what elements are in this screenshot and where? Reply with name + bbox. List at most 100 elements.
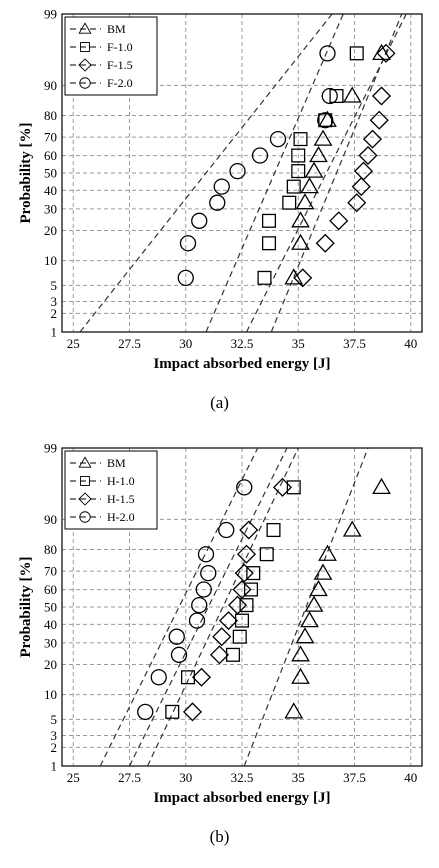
legend-marker (79, 77, 91, 89)
y-tick-label: 30 (44, 201, 57, 216)
legend-box (64, 16, 158, 96)
data-point-diamond (182, 702, 203, 722)
data-point-square (261, 236, 277, 251)
data-point-triangle (284, 268, 304, 285)
x-tick-label: 32.5 (231, 336, 254, 351)
data-point-triangle (372, 477, 391, 494)
data-point-square (165, 704, 180, 719)
data-point-square (257, 270, 272, 285)
data-point-triangle (313, 563, 333, 580)
data-point-square (282, 195, 297, 210)
data-point-triangle (284, 702, 304, 719)
y-tick-label: 3 (51, 728, 58, 743)
data-point-square (261, 213, 277, 228)
y-tick-label: 70 (44, 564, 57, 579)
y-tick-label: 60 (44, 148, 57, 163)
legend-label: H-2.0 (107, 510, 135, 524)
fit-line (205, 14, 344, 332)
data-point-circle (170, 646, 188, 663)
plot-frame (61, 447, 423, 767)
data-point-square (225, 647, 241, 662)
data-point-triangle (300, 177, 319, 194)
data-point-square (243, 582, 259, 597)
y-tick-label: 90 (44, 512, 57, 527)
data-point-triangle (304, 161, 324, 178)
data-point-diamond (329, 211, 349, 231)
data-point-square (259, 547, 274, 562)
x-tick-label: 30 (179, 770, 192, 785)
data-point-circle (321, 87, 338, 105)
data-point-diamond (272, 477, 293, 497)
y-tick-label: 99 (44, 7, 57, 22)
data-point-square (286, 179, 301, 194)
y-tick-label: 2 (51, 740, 58, 755)
legend-marker (78, 456, 92, 468)
data-point-triangle (300, 611, 319, 628)
data-point-diamond (234, 563, 254, 583)
legend-label: BM (107, 456, 126, 470)
data-point-circle (177, 269, 194, 287)
data-point-circle (195, 581, 212, 598)
y-tick-label: 50 (44, 600, 57, 615)
data-point-diamond (218, 611, 239, 631)
data-point-triangle (295, 627, 315, 644)
data-point-circle (191, 212, 208, 229)
legend-label: F-1.0 (107, 40, 133, 54)
y-tick-label: 10 (44, 687, 57, 702)
data-point-circle (200, 564, 217, 582)
y-tick-label: 1 (51, 759, 58, 774)
data-point-square (180, 670, 196, 685)
fit-line (99, 448, 259, 766)
fit-line (128, 448, 288, 766)
data-point-square (234, 613, 250, 628)
data-point-diamond (362, 129, 383, 149)
data-point-triangle (295, 193, 315, 210)
legend-box (64, 450, 158, 530)
fit-line (270, 14, 403, 332)
data-point-circle (251, 147, 269, 164)
legend-marker (78, 58, 92, 72)
data-point-circle (168, 628, 185, 645)
data-point-square (291, 148, 306, 163)
data-point-triangle (291, 211, 310, 228)
y-axis-label: Probability [%] (18, 123, 34, 224)
data-point-diamond (232, 579, 252, 600)
data-point-diamond (371, 86, 392, 106)
y-tick-label: 20 (44, 223, 57, 238)
x-tick-label: 37.5 (343, 336, 366, 351)
x-tick-label: 35 (292, 336, 305, 351)
legend-label: BM (107, 22, 126, 36)
chart-b-svg: 25 27.5 30 32.5 35 37.5 4012351020304050607080… (18, 441, 423, 846)
legend: BM F-1.0 F-1.5 F-2.0 (64, 16, 158, 96)
data-point-triangle (372, 43, 391, 60)
data-point-triangle (313, 129, 333, 146)
data-point-triangle (291, 667, 310, 684)
x-tick-label: 25 (67, 770, 80, 785)
data-point-circle (191, 596, 208, 614)
data-point-square (318, 113, 333, 128)
data-point-diamond (315, 233, 335, 253)
legend-marker (80, 476, 90, 486)
plot-frame (61, 13, 423, 333)
data-point-circle (197, 546, 215, 563)
y-tick-label: 90 (44, 78, 57, 93)
x-tick-label: 35 (292, 770, 305, 785)
data-point-square (349, 46, 364, 61)
data-point-circle (137, 703, 154, 721)
legend-label: H-1.5 (107, 492, 135, 506)
y-tick-label: 80 (44, 542, 57, 557)
data-point-diamond (358, 145, 378, 166)
x-tick-label: 40 (404, 770, 417, 785)
data-point-diamond (293, 268, 313, 288)
data-point-diamond (212, 627, 232, 647)
data-point-triangle (304, 595, 324, 612)
data-point-diamond (209, 645, 230, 665)
data-point-diamond (227, 595, 248, 615)
y-tick-label: 30 (44, 635, 57, 650)
fit-line (79, 14, 333, 332)
figure-caption: (b) (210, 827, 230, 846)
x-axis-label: Impact absorbed energy [J] (153, 356, 330, 372)
y-tick-label: 5 (51, 712, 58, 727)
y-tick-label: 3 (51, 294, 58, 309)
plot-area (99, 448, 391, 766)
